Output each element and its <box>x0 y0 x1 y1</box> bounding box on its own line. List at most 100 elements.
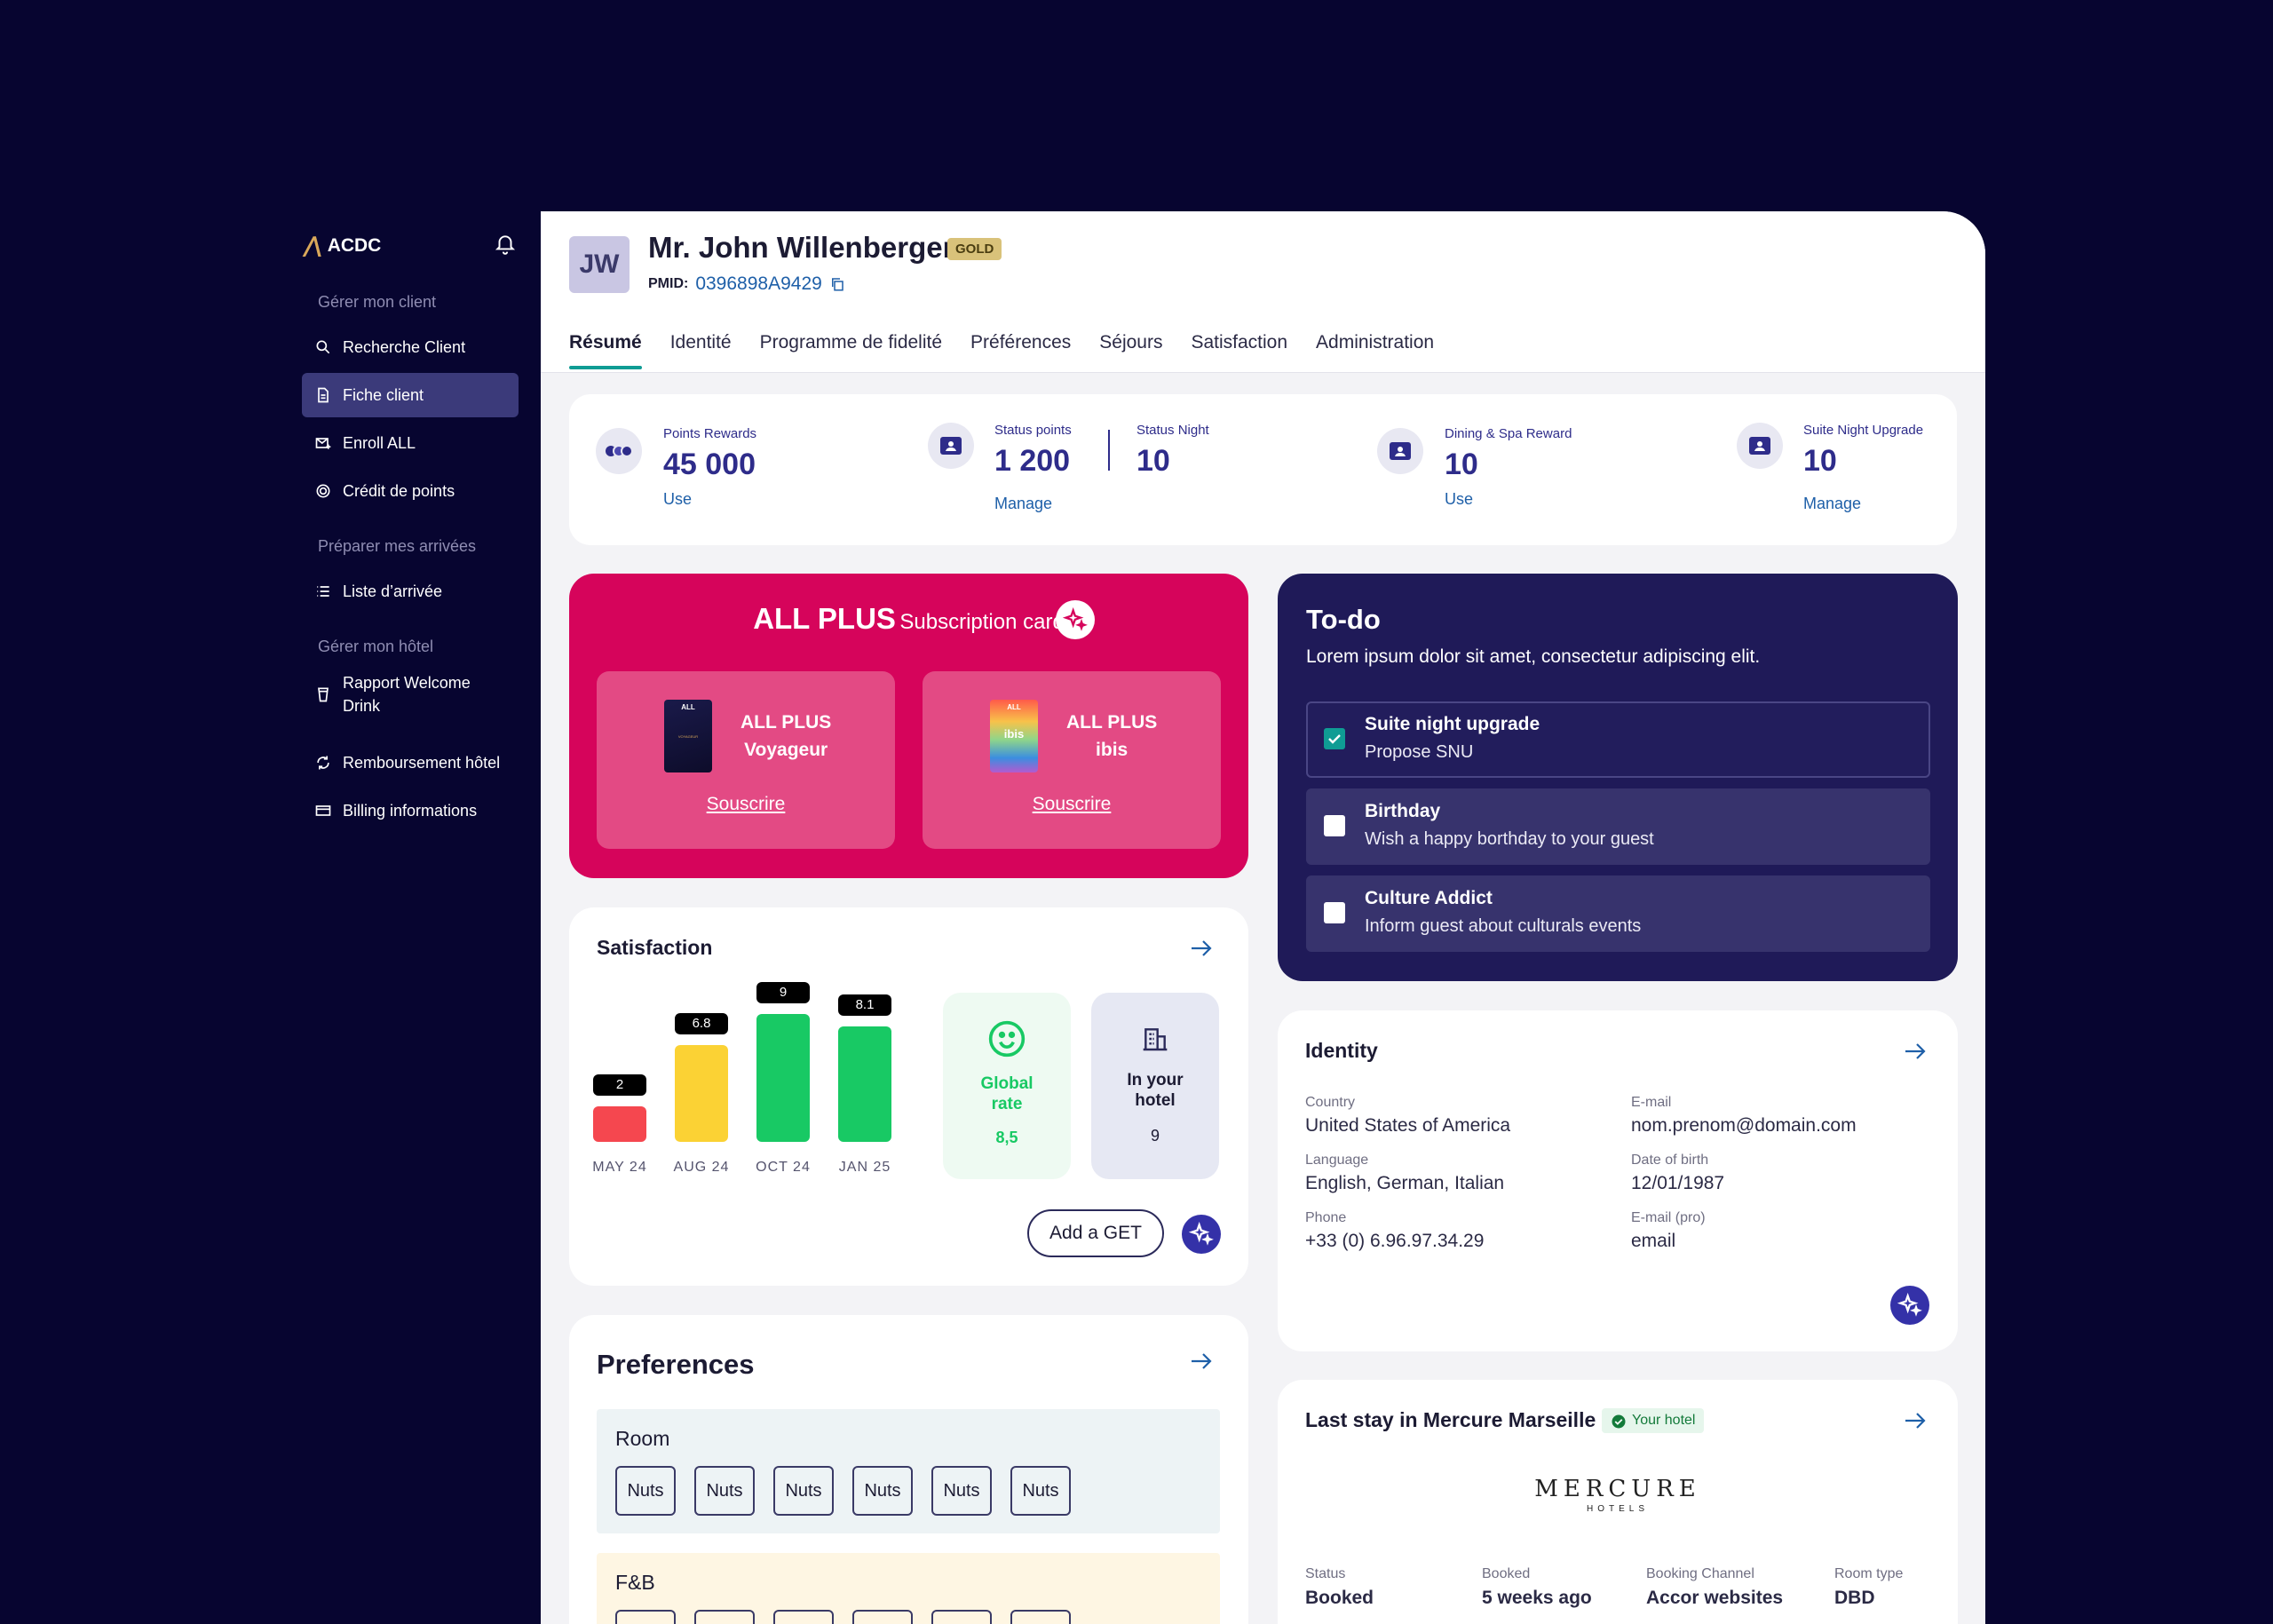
status-points-label: Status points <box>994 423 1072 438</box>
chart-data-label: 2 <box>593 1074 646 1096</box>
sidebar-item-credit-points[interactable]: Crédit de points <box>302 469 519 513</box>
stay-status-value: Booked <box>1305 1588 1374 1608</box>
souscrire-voyageur-link[interactable]: Souscrire <box>706 794 786 814</box>
sidebar-item-billing[interactable]: Billing informations <box>302 788 519 833</box>
pmid-value[interactable]: 0396898A9429 <box>695 273 822 294</box>
id-card-icon <box>928 423 974 469</box>
coin-icon <box>316 484 330 498</box>
pref-chip[interactable]: Nuts <box>931 1466 992 1516</box>
pref-chip[interactable] <box>694 1610 755 1624</box>
hotel-rate-label: In your hotel <box>1127 1071 1184 1110</box>
ibis-card-logo: ALL <box>1007 703 1021 711</box>
sidebar-item-label: Fiche client <box>343 385 424 404</box>
todo-item-birthday[interactable]: Birthday Wish a happy borthday to your g… <box>1306 788 1930 865</box>
id-card-icon <box>1737 423 1783 469</box>
sidebar-item-liste-arrivee[interactable]: Liste d’arrivée <box>302 569 519 614</box>
email-pro-value: email <box>1631 1231 1676 1251</box>
all-plus-card: ALL PLUS Subscription card ALL VOYAGEUR … <box>569 574 1248 878</box>
chart-x-label: JAN 25 <box>838 1160 891 1175</box>
suite-label: Suite Night Upgrade <box>1803 423 1924 438</box>
bell-icon[interactable] <box>494 233 517 256</box>
suite-manage-link[interactable]: Manage <box>1803 495 1862 512</box>
pref-chip[interactable]: Nuts <box>852 1466 913 1516</box>
pref-chip[interactable] <box>1010 1610 1071 1624</box>
sidebar-item-remboursement-hotel[interactable]: Remboursement hôtel <box>302 741 519 785</box>
tab-satisfaction[interactable]: Satisfaction <box>1191 332 1288 353</box>
id-card-icon <box>1377 428 1423 474</box>
satisfaction-card: Satisfaction 2 MAY 24 6.8 AUG 24 9 OCT 24 8.1 J… <box>569 907 1248 1286</box>
tab-sejours[interactable]: Séjours <box>1099 332 1163 353</box>
hotel-rate-value: 9 <box>1150 1127 1160 1145</box>
email-label: E-mail <box>1631 1095 1672 1110</box>
checkbox[interactable] <box>1324 815 1345 836</box>
chart-bar <box>838 1026 891 1142</box>
add-get-button[interactable]: Add a GET <box>1027 1209 1164 1257</box>
pref-chip[interactable] <box>773 1610 834 1624</box>
acdc-logo-icon: ⋀ <box>303 234 324 257</box>
sidebar-item-label: Recherche Client <box>343 337 466 356</box>
main-panel: JW Mr. John Willenberger GOLD PMID: 0396… <box>541 211 1985 1624</box>
arrow-right-icon[interactable] <box>1904 1412 1927 1430</box>
todo-item-suite-night[interactable]: Suite night upgrade Propose SNU <box>1306 701 1930 778</box>
sidebar-item-fiche-client[interactable]: Fiche client <box>302 373 519 417</box>
pmid-label: PMID: <box>648 276 689 291</box>
country-label: Country <box>1305 1095 1356 1110</box>
pref-group-room: Room Nuts Nuts Nuts Nuts Nuts Nuts <box>597 1409 1220 1533</box>
sparkle-icon[interactable] <box>1056 600 1095 639</box>
dining-use-link[interactable]: Use <box>1445 490 1474 508</box>
todo-item-subtitle: Wish a happy borthday to your guest <box>1365 829 1654 849</box>
sidebar-item-label: Liste d’arrivée <box>343 582 443 600</box>
all-plus-ibis-option: ALL ibis ALL PLUS ibis Souscrire <box>923 671 1221 849</box>
chart-data-label: 8.1 <box>838 994 891 1017</box>
tab-programme-fidelite[interactable]: Programme de fidelité <box>759 332 943 353</box>
sparkle-icon[interactable] <box>1890 1286 1929 1325</box>
chart-data-label: 9 <box>756 982 810 1003</box>
tab-identite[interactable]: Identité <box>669 332 732 353</box>
souscrire-ibis-link[interactable]: Souscrire <box>1032 794 1112 814</box>
identity-title: Identity <box>1305 1039 1378 1062</box>
sidebar: ⋀ ACDC Gérer mon client Recherche Client… <box>302 213 524 1624</box>
tab-administration[interactable]: Administration <box>1316 332 1435 353</box>
language-value: English, German, Italian <box>1305 1173 1505 1193</box>
status-night-value: 10 <box>1136 444 1170 478</box>
app-brand[interactable]: ⋀ ACDC <box>303 233 381 258</box>
pref-chip[interactable]: Nuts <box>773 1466 834 1516</box>
avatar: JW <box>569 236 630 293</box>
chart-bar <box>675 1045 728 1142</box>
copy-icon[interactable] <box>829 276 845 292</box>
pref-chip[interactable]: Nuts <box>1010 1466 1071 1516</box>
todo-item-subtitle: Inform guest about culturals events <box>1365 916 1642 936</box>
pmid-row: PMID: 0396898A9429 <box>648 273 845 295</box>
points-use-link[interactable]: Use <box>663 490 693 508</box>
all-plus-voyageur-option: ALL VOYAGEUR ALL PLUS Voyageur Souscrire <box>597 671 895 849</box>
pref-chip[interactable] <box>852 1610 913 1624</box>
pref-group-label: F&B <box>615 1571 655 1594</box>
your-hotel-badge-label: Your hotel <box>1632 1413 1696 1428</box>
tab-preferences[interactable]: Préférences <box>970 332 1072 353</box>
check-circle-icon <box>1612 1414 1626 1429</box>
arrow-right-icon[interactable] <box>1190 1352 1213 1370</box>
arrow-right-icon[interactable] <box>1904 1042 1927 1060</box>
todo-item-culture-addict[interactable]: Culture Addict Inform guest about cultur… <box>1306 875 1930 952</box>
list-icon <box>317 586 329 597</box>
tab-resume[interactable]: Résumé <box>569 332 642 369</box>
sparkle-icon[interactable] <box>1182 1215 1221 1254</box>
pref-chip[interactable]: Nuts <box>694 1466 755 1516</box>
status-points-manage-link[interactable]: Manage <box>994 495 1053 512</box>
arrow-right-icon[interactable] <box>1190 939 1213 957</box>
section-label-hotel: Gérer mon hôtel <box>318 638 434 655</box>
pref-chip[interactable]: Nuts <box>615 1466 676 1516</box>
card-icon <box>315 805 331 816</box>
sidebar-item-enroll-all[interactable]: Enroll ALL <box>302 421 519 465</box>
sidebar-item-rapport-welcome-drink[interactable]: Rapport Welcome Drink <box>302 666 506 723</box>
checkbox[interactable] <box>1324 902 1345 923</box>
points-value: 45 000 <box>663 448 756 481</box>
ibis-card-image: ALL ibis <box>990 700 1038 772</box>
sidebar-item-recherche-client[interactable]: Recherche Client <box>302 325 519 369</box>
pref-chip[interactable] <box>931 1610 992 1624</box>
chart-bar <box>593 1106 646 1142</box>
global-rate-value: 8,5 <box>995 1129 1018 1146</box>
pref-chip[interactable] <box>615 1610 676 1624</box>
satisfaction-title: Satisfaction <box>597 936 713 959</box>
checkbox-checked[interactable] <box>1324 728 1345 749</box>
